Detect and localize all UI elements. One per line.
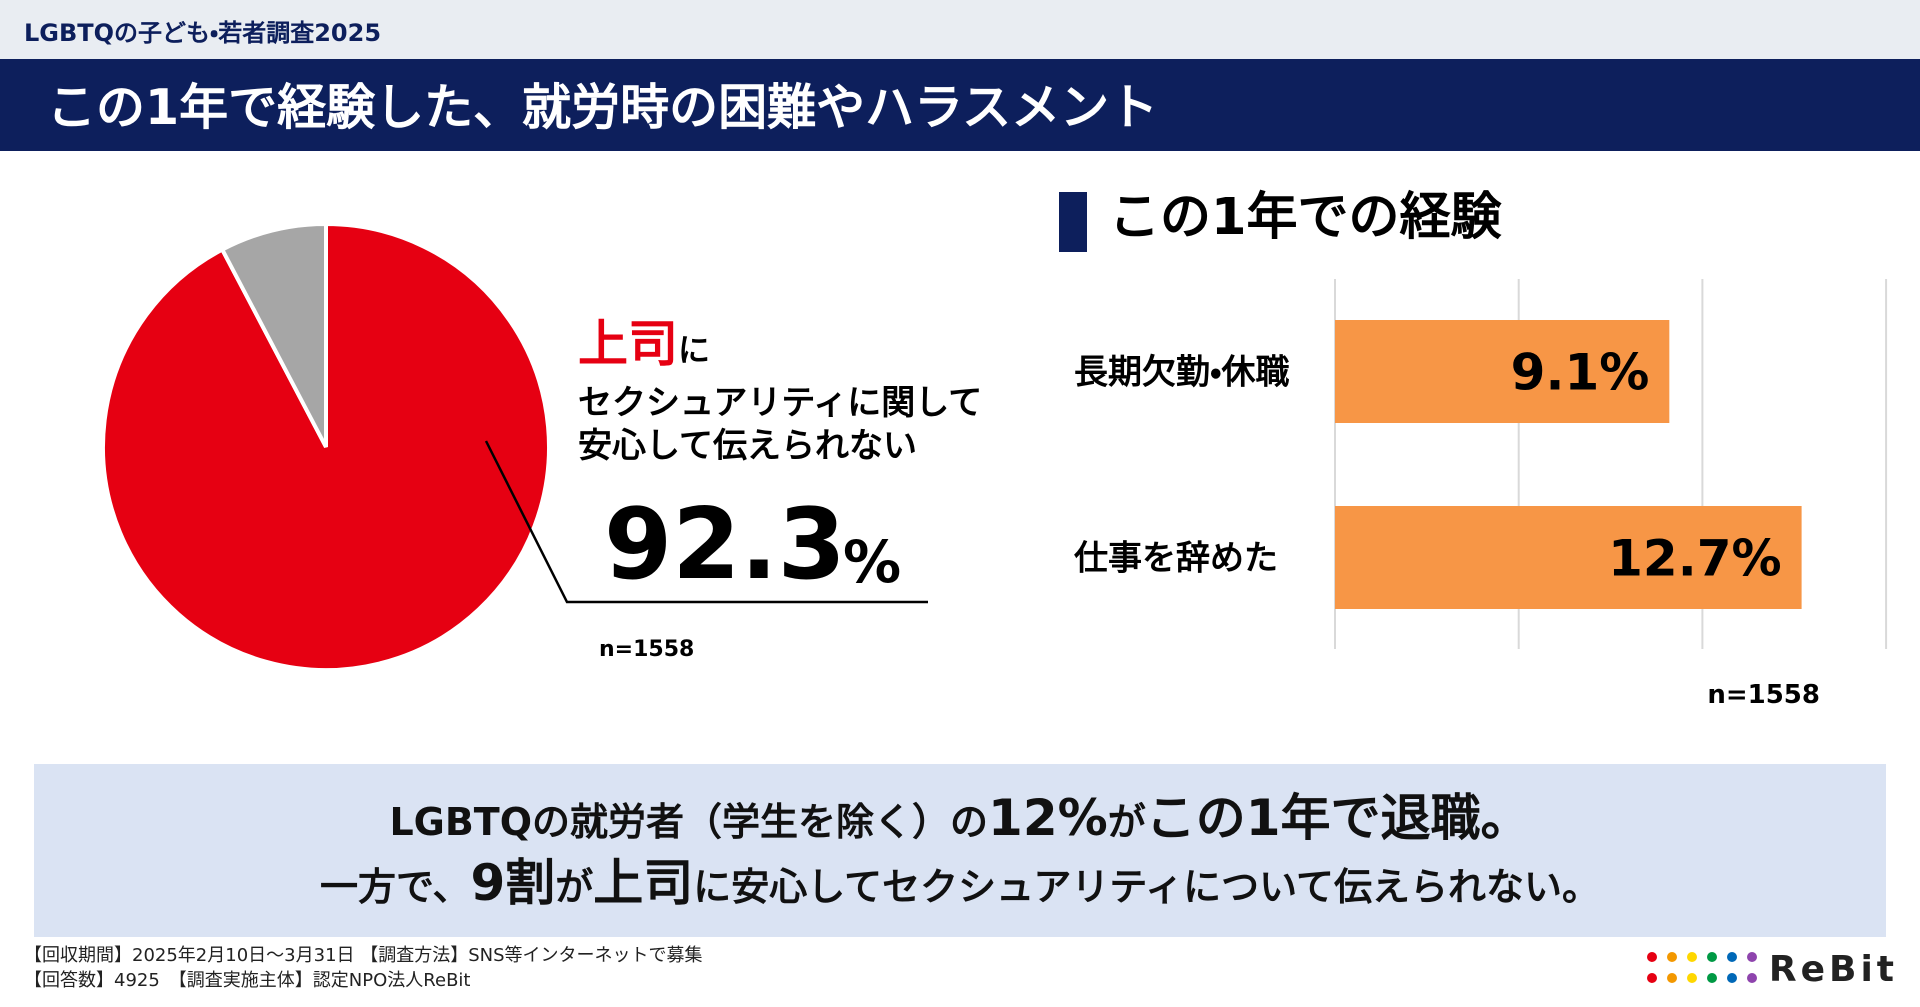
summary-line: LGBTQの就労者（学生を除く）の12%がこの1年で退職。 xyxy=(389,789,1530,847)
value-label: 92.3 xyxy=(604,488,846,602)
survey-name: LGBTQの子ども・若者調査2025 xyxy=(24,19,381,47)
footer-line: 【回答数】4925 【調査実施主体】認定NPO法人ReBit xyxy=(24,970,470,991)
footer-line: 【回収期間】2025年2月10日～3月31日 【調査方法】SNS等インターネット… xyxy=(24,945,703,966)
title-marker xyxy=(1059,192,1087,252)
annotation-highlight: 上司 xyxy=(578,315,678,373)
summary-text: が xyxy=(555,865,593,909)
leader-line xyxy=(484,440,928,604)
category-label: 仕事を辞めた xyxy=(1074,539,1278,579)
category-label: 長期欠勤・休職 xyxy=(1074,353,1290,393)
summary-emphasis: 上司 xyxy=(593,854,693,912)
summary-emphasis: 12% xyxy=(988,789,1108,847)
annotation-line: 上司に xyxy=(578,315,710,373)
logo-dot xyxy=(1747,973,1757,983)
bar xyxy=(1335,320,1670,423)
page-title: この1年で経験した、就労時の困難やハラスメント xyxy=(47,79,1158,136)
summary-text: 一方で、 xyxy=(320,865,470,909)
logo-dot xyxy=(1687,973,1697,983)
bar xyxy=(1335,506,1802,609)
sample-size: n=1558 xyxy=(599,637,694,662)
logo-dot xyxy=(1707,973,1717,983)
logo-dot xyxy=(1707,952,1717,962)
logo-dots xyxy=(1647,952,1757,983)
header-band xyxy=(0,0,1920,59)
annotation-line: 安心して伝えられない xyxy=(578,426,917,466)
title-band xyxy=(0,59,1920,151)
pie-slice xyxy=(219,221,328,448)
sample-size: n=1558 xyxy=(1707,680,1820,710)
logo-dot xyxy=(1667,952,1677,962)
logo: ReBit xyxy=(1769,949,1898,990)
value-unit: % xyxy=(843,528,901,596)
logo-dot xyxy=(1667,973,1677,983)
logo-dot xyxy=(1687,952,1697,962)
logo-dot xyxy=(1647,952,1657,962)
value-label: 9.1% xyxy=(1511,344,1650,402)
logo-dot xyxy=(1727,973,1737,983)
summary-emphasis: この1年で退職。 xyxy=(1146,789,1531,847)
chart-title: この1年での経験 xyxy=(1109,188,1502,247)
annotation-text: に xyxy=(678,331,710,369)
logo-dot xyxy=(1647,973,1657,983)
summary-emphasis: 9割 xyxy=(470,854,555,912)
summary-text: に安心してセクシュアリティについて伝えられない。 xyxy=(693,865,1600,909)
summary-box xyxy=(34,764,1886,937)
annotation-line: セクシュアリティに関して xyxy=(578,383,982,423)
value-label: 12.7% xyxy=(1608,530,1781,588)
logo-dot xyxy=(1747,952,1757,962)
summary-text: LGBTQの就労者（学生を除く）の xyxy=(389,800,988,844)
logo-dot xyxy=(1727,952,1737,962)
summary-text: が xyxy=(1108,800,1146,844)
summary-line: 一方で、9割が上司に安心してセクシュアリティについて伝えられない。 xyxy=(320,854,1600,912)
